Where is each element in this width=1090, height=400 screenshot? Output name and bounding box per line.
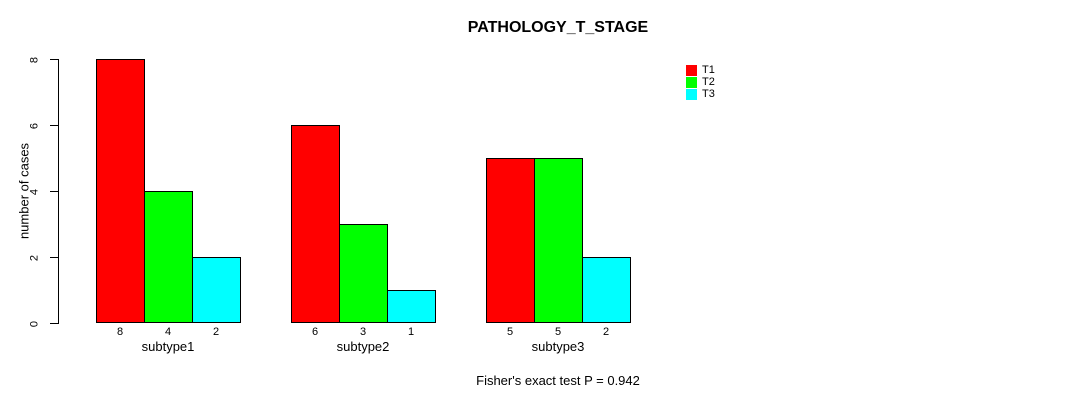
- legend-entry-T2: T2: [686, 77, 715, 88]
- chart-title: PATHOLOGY_T_STAGE: [467, 19, 649, 36]
- y-tick-label: 0: [28, 320, 41, 327]
- bar-value-label: 3: [359, 326, 367, 338]
- y-tick-label: 8: [28, 56, 41, 63]
- bar-subtype2-T2: [339, 224, 388, 323]
- legend-entry-T3: T3: [686, 89, 715, 100]
- bar-subtype3-T1: [486, 158, 535, 323]
- stat-annotation: Fisher's exact test P = 0.942: [476, 373, 640, 388]
- legend-label: T2: [702, 76, 715, 88]
- bar-subtype2-T1: [291, 125, 340, 323]
- legend-swatch-T1: [686, 65, 697, 76]
- legend-swatch-T3: [686, 89, 697, 100]
- bar-value-label: 2: [212, 326, 220, 338]
- y-tick-mark: [50, 323, 58, 324]
- bar-subtype3-T3: [582, 257, 631, 323]
- bar-value-label: 6: [311, 326, 319, 338]
- y-tick-label: 6: [28, 122, 41, 129]
- legend-label: T3: [702, 88, 715, 100]
- bar-value-label: 8: [116, 326, 124, 338]
- y-tick-label: 2: [28, 254, 41, 261]
- bar-value-label: 2: [602, 326, 610, 338]
- bar-subtype1-T1: [96, 59, 145, 323]
- bar-value-label: 5: [506, 326, 514, 338]
- y-tick-mark: [50, 191, 58, 192]
- bar-subtype2-T3: [387, 290, 436, 323]
- legend-entry-T1: T1: [686, 65, 715, 76]
- y-tick-mark: [50, 125, 58, 126]
- legend-swatch-T2: [686, 77, 697, 88]
- bar-value-label: 1: [407, 326, 415, 338]
- bar-subtype1-T2: [144, 191, 193, 323]
- bar-subtype3-T2: [534, 158, 583, 323]
- y-axis-line: [58, 59, 59, 324]
- bar-value-label: 4: [164, 326, 172, 338]
- bar-subtype1-T3: [192, 257, 241, 323]
- x-category-label-subtype1: subtype1: [141, 339, 195, 354]
- y-tick-label: 4: [28, 188, 41, 195]
- legend-label: T1: [702, 64, 715, 76]
- y-tick-mark: [50, 59, 58, 60]
- x-category-label-subtype2: subtype2: [336, 339, 390, 354]
- y-tick-mark: [50, 257, 58, 258]
- bar-value-label: 5: [554, 326, 562, 338]
- x-category-label-subtype3: subtype3: [531, 339, 585, 354]
